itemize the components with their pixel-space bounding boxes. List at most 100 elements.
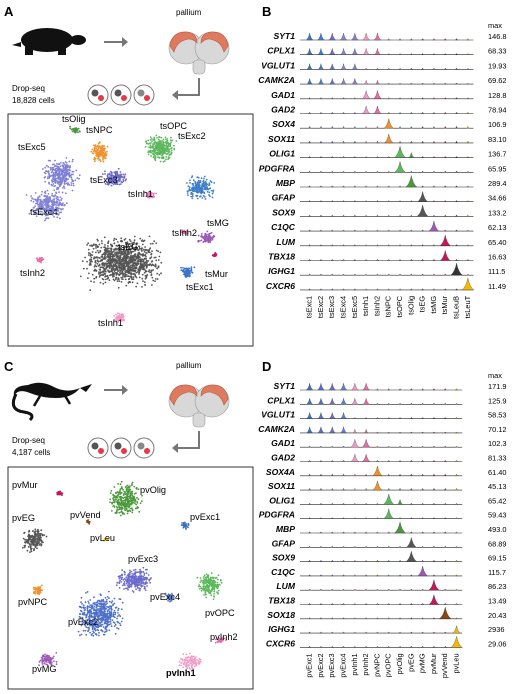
cell <box>114 442 122 450</box>
violin <box>410 402 413 405</box>
violin <box>410 170 413 173</box>
violin <box>410 517 413 519</box>
violin <box>376 588 379 591</box>
violin <box>455 185 458 188</box>
violin <box>466 200 470 202</box>
violin <box>417 566 429 577</box>
violin <box>409 140 414 144</box>
violin <box>410 37 413 41</box>
violin <box>372 90 382 99</box>
violin <box>432 416 436 419</box>
violin <box>421 473 424 476</box>
violin <box>466 170 470 173</box>
violin <box>410 258 413 261</box>
lizard-body <box>13 382 80 398</box>
violin <box>330 545 334 548</box>
violin <box>330 617 334 619</box>
violin <box>443 645 447 648</box>
violin <box>443 200 447 202</box>
tsne-label-a-tsInh2: tsInh2 <box>172 228 197 238</box>
cell-count-a: 18,828 cells <box>12 96 55 105</box>
gene-label-mbp: MBP <box>276 178 295 188</box>
violin <box>398 53 402 55</box>
violin <box>410 617 413 619</box>
arrow-to-brain-a <box>104 37 128 47</box>
violin <box>328 398 336 405</box>
violin <box>410 200 413 202</box>
cell <box>137 89 145 97</box>
violin <box>466 37 470 41</box>
max-value-sox4a: 61.40 <box>488 468 507 477</box>
violin <box>342 559 345 562</box>
violin <box>466 185 470 188</box>
tsne-cluster-a-tsInh2 <box>36 256 45 264</box>
violin <box>319 229 323 232</box>
bead <box>98 448 104 454</box>
violin <box>373 105 382 114</box>
violin <box>410 229 413 232</box>
violin <box>306 426 314 434</box>
violin <box>306 63 313 70</box>
violin <box>352 429 358 434</box>
violin <box>353 574 357 577</box>
violin <box>410 431 413 434</box>
violin <box>330 200 334 202</box>
violin <box>330 126 335 129</box>
violin <box>455 416 458 419</box>
violin <box>455 244 458 246</box>
violin <box>455 200 458 202</box>
tsne-cluster-a-tsInh1 <box>113 312 125 323</box>
violin <box>410 574 413 577</box>
violin <box>432 445 436 448</box>
violin <box>398 416 402 419</box>
violin <box>376 459 379 462</box>
tsne-label-c-pvMG: pvMG <box>32 664 57 674</box>
violin <box>454 126 459 129</box>
gene-label-tbx18: TBX18 <box>268 252 295 262</box>
gene-label-gad2: GAD2 <box>271 105 295 115</box>
violin <box>364 170 368 173</box>
gene-label-c1qc: C1QC <box>271 567 296 577</box>
tsne-cluster-a-tsExc3 <box>102 167 127 187</box>
violin <box>376 273 379 276</box>
violin <box>376 531 379 534</box>
violin <box>342 645 345 648</box>
pallium-right <box>200 31 229 53</box>
violin <box>452 625 461 634</box>
violin <box>339 398 348 405</box>
violin <box>393 146 407 158</box>
violin <box>432 185 436 188</box>
violin <box>466 126 470 129</box>
violin <box>342 97 345 99</box>
max-value-cplx1: 68.33 <box>488 47 507 56</box>
violin <box>398 517 402 519</box>
max-value-sox9: 133.2 <box>488 208 507 217</box>
lizard-silhouette <box>11 382 92 422</box>
violin <box>398 273 402 276</box>
violin <box>398 37 402 41</box>
violin <box>353 155 357 158</box>
violin <box>455 97 458 99</box>
violin <box>353 140 357 144</box>
violin <box>410 459 413 462</box>
violin <box>317 48 325 55</box>
violin <box>393 521 407 534</box>
violin <box>362 383 371 391</box>
cluster-axis-label-pvVend: pvVend <box>440 653 449 678</box>
violin <box>330 487 334 491</box>
violin <box>376 155 379 158</box>
violin <box>421 645 424 648</box>
tsne-label-a-tsOPC: tsOPC <box>160 121 187 131</box>
max-value-gad1: 102.3 <box>488 439 507 448</box>
violin <box>398 229 402 232</box>
violin <box>398 388 402 391</box>
violin <box>308 200 311 202</box>
violin <box>306 398 314 405</box>
violin <box>353 170 357 173</box>
violin <box>317 32 325 41</box>
violin <box>328 412 336 419</box>
gene-label-cxcr6: CXCR6 <box>266 638 295 648</box>
violin <box>432 617 436 619</box>
violin <box>410 502 413 505</box>
gene-label-cxcr6: CXCR6 <box>266 281 295 291</box>
